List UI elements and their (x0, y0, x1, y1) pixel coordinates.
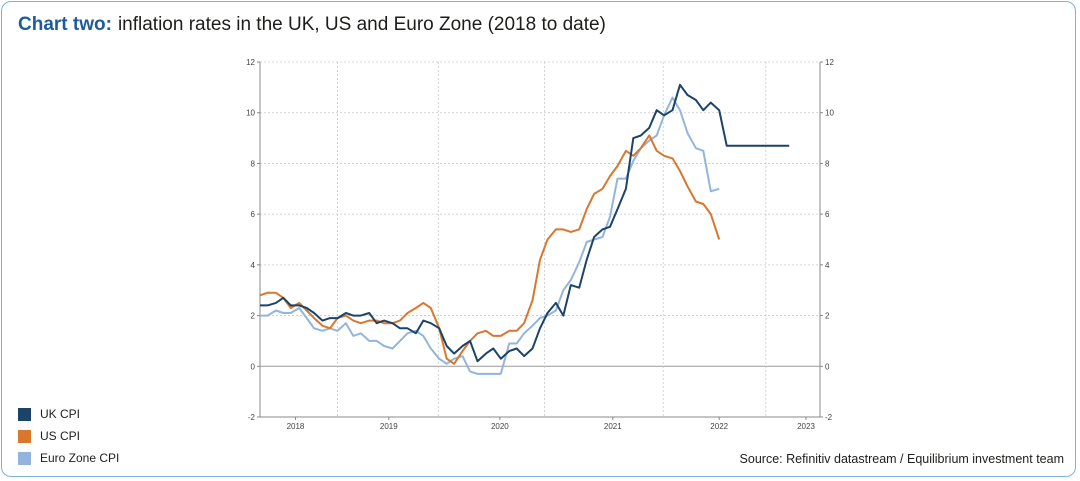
x-tick-label: 2018 (287, 422, 305, 431)
y-tick-label-right: 10 (825, 109, 834, 118)
y-tick-label-left: 0 (251, 362, 256, 371)
chart-legend: UK CPI US CPI Euro Zone CPI (18, 403, 119, 469)
source-note: Source: Refinitiv datastream / Equilibri… (739, 452, 1064, 466)
legend-label-us: US CPI (40, 429, 81, 443)
y-tick-label-left: 12 (246, 58, 255, 67)
y-tick-label-right: 4 (825, 261, 830, 270)
y-tick-label-left: 8 (251, 159, 256, 168)
chart-title-lead: Chart two: (18, 14, 112, 35)
legend-swatch-ez (18, 451, 31, 465)
legend-item-us-cpi: US CPI (18, 425, 119, 447)
x-tick-label: 2020 (491, 422, 509, 431)
y-tick-label-right: 12 (825, 58, 834, 67)
y-tick-label-right: -2 (825, 413, 833, 422)
legend-item-uk-cpi: UK CPI (18, 403, 119, 425)
legend-swatch-uk (18, 407, 31, 421)
y-tick-label-left: 6 (251, 210, 256, 219)
legend-label-uk: UK CPI (40, 407, 81, 421)
chart-title: Chart two: inflation rates in the UK, US … (18, 14, 606, 36)
y-tick-label-left: 2 (251, 312, 256, 321)
legend-item-euro-zone-cpi: Euro Zone CPI (18, 447, 119, 469)
legend-swatch-us (18, 429, 31, 443)
chart-title-text: inflation rates in the UK, US and Euro Z… (117, 14, 606, 35)
y-tick-label-left: 10 (246, 109, 255, 118)
y-tick-label-right: 6 (825, 210, 830, 219)
y-tick-label-left: 4 (251, 261, 256, 270)
x-tick-label: 2022 (710, 422, 728, 431)
legend-label-ez: Euro Zone CPI (40, 451, 120, 465)
y-tick-label-right: 8 (825, 159, 830, 168)
x-tick-label: 2023 (797, 422, 815, 431)
y-tick-label-right: 2 (825, 312, 830, 321)
x-tick-label: 2019 (380, 422, 398, 431)
y-tick-label-right: 0 (825, 362, 830, 371)
x-tick-label: 2021 (604, 422, 622, 431)
series-line-us (259, 134, 721, 365)
y-tick-label-left: -2 (248, 413, 256, 422)
series-line-uk (260, 83, 790, 363)
